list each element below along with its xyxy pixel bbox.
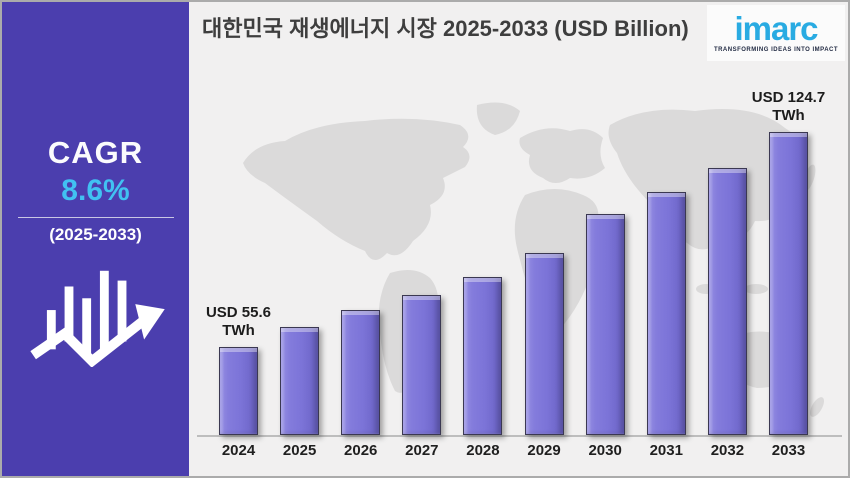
data-label-2033: USD 124.7 TWh — [751, 88, 826, 125]
divider — [17, 217, 174, 218]
bar-2024 — [219, 347, 258, 435]
bar-2025 — [280, 327, 320, 435]
cagr-value: 8.6% — [61, 174, 130, 207]
year-label-2030: 2030 — [588, 442, 622, 459]
chart-panel: 대한민국 재생에너지 시장 2025-2033 (USD Billion) im… — [189, 2, 848, 476]
bar-2031 — [646, 192, 686, 435]
bar-column-2030: 2030 — [585, 214, 625, 459]
year-label-2025: 2025 — [282, 442, 317, 459]
data-label-2024: USD 55.6 TWh — [205, 303, 272, 340]
year-label-2027: 2027 — [405, 442, 439, 459]
imarc-logo: imarc TRANSFORMING IDEAS INTO IMPACT — [707, 5, 845, 61]
cagr-period: (2025-2033) — [49, 225, 142, 244]
bar-2032 — [707, 168, 747, 435]
cagr-block: CAGR 8.6% (2025-2033) — [2, 2, 189, 367]
bar-2030 — [585, 214, 625, 435]
cagr-label: CAGR — [47, 135, 144, 170]
year-label-2024: 2024 — [221, 442, 256, 459]
bar-chart-growth-arrow-icon — [29, 270, 165, 367]
bar-column-2029: 2029 — [524, 253, 564, 459]
bar-2033 — [768, 132, 808, 435]
bar-column-2024: USD 55.6 TWh 2024 — [206, 304, 271, 460]
year-label-2033: 2033 — [771, 442, 806, 459]
imarc-logo-tagline: TRANSFORMING IDEAS INTO IMPACT — [713, 46, 839, 53]
year-label-2028: 2028 — [466, 442, 500, 459]
year-label-2031: 2031 — [649, 442, 683, 459]
bar-column-2027: 2027 — [402, 295, 442, 459]
cagr-sidebar: CAGR 8.6% (2025-2033) — [2, 2, 189, 476]
bar-2029 — [524, 253, 564, 435]
chart-title: 대한민국 재생에너지 시장 2025-2033 (USD Billion) — [202, 16, 689, 41]
bar-chart: USD 55.6 TWh 2024 2025 2026 2027 2028 2029 2030 2… — [206, 89, 825, 460]
year-label-2029: 2029 — [527, 442, 561, 459]
bar-column-2033: USD 124.7 TWh 2033 — [752, 89, 825, 460]
bar-column-2031: 2031 — [646, 192, 686, 459]
year-label-2026: 2026 — [344, 442, 378, 459]
bar-2027 — [402, 295, 442, 435]
year-label-2032: 2032 — [710, 442, 745, 459]
bar-column-2028: 2028 — [463, 277, 503, 459]
bar-2026 — [341, 310, 381, 435]
x-axis-line — [197, 435, 842, 437]
bar-column-2026: 2026 — [341, 310, 381, 459]
bar-column-2025: 2025 — [280, 327, 320, 459]
bar-2028 — [463, 277, 503, 435]
imarc-logo-text: imarc — [734, 10, 818, 48]
bar-column-2032: 2032 — [707, 168, 747, 459]
